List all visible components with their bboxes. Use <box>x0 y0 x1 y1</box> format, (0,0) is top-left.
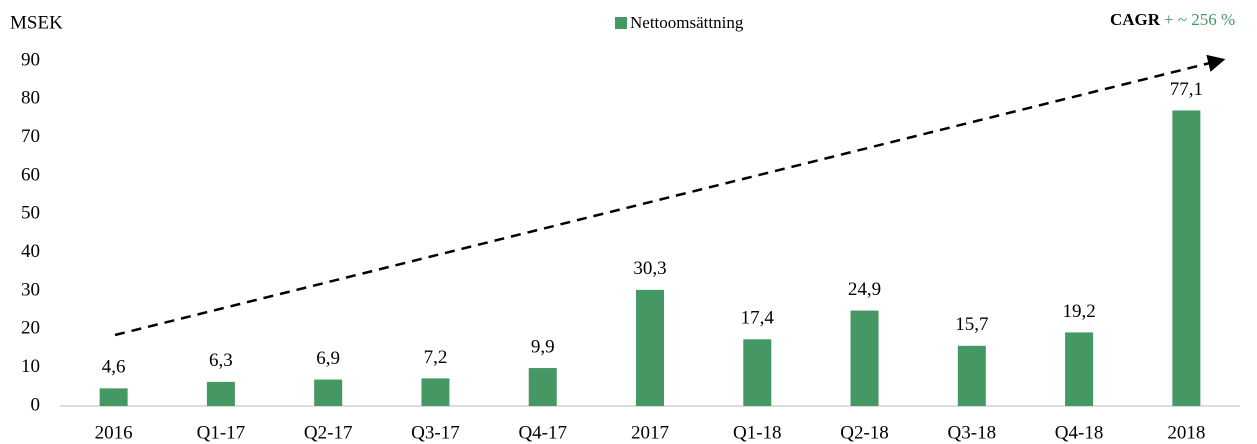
x-tick-label: Q3-18 <box>948 422 997 443</box>
y-tick-label: 60 <box>21 164 40 185</box>
y-tick-label: 90 <box>21 49 40 70</box>
y-tick-label: 40 <box>21 241 40 262</box>
bar <box>636 289 664 406</box>
bar <box>314 379 343 406</box>
y-tick-label: 0 <box>31 394 41 415</box>
value-label: 6,9 <box>316 348 340 369</box>
bar <box>1065 332 1094 406</box>
bar <box>1172 110 1201 406</box>
value-label: 77,1 <box>1170 79 1203 100</box>
value-label: 9,9 <box>531 336 555 357</box>
value-label: 19,2 <box>1062 301 1095 322</box>
x-tick-label: 2018 <box>1167 422 1205 443</box>
bar <box>528 368 557 406</box>
x-tick-label: Q2-18 <box>840 422 889 443</box>
bar <box>99 388 128 406</box>
y-tick-label: 10 <box>21 356 40 377</box>
annotation-bold: CAGR <box>1110 10 1161 29</box>
legend-swatch <box>615 17 627 29</box>
x-tick-label: Q4-17 <box>518 422 567 443</box>
x-tick-label: Q1-18 <box>733 422 782 443</box>
x-tick-label: 2017 <box>631 422 669 443</box>
value-label: 17,4 <box>741 308 775 329</box>
value-label: 7,2 <box>424 347 448 368</box>
value-label: 6,3 <box>209 350 233 371</box>
x-tick-label: Q2-17 <box>304 422 353 443</box>
x-tick-label: 2016 <box>95 422 133 443</box>
value-label: 30,3 <box>633 258 666 279</box>
x-tick-label: Q4-18 <box>1055 422 1104 443</box>
legend-label: Nettoomsättning <box>630 13 744 32</box>
value-label: 15,7 <box>955 314 988 335</box>
value-label: 24,9 <box>848 279 881 300</box>
x-tick-label: Q1-17 <box>197 422 246 443</box>
y-tick-label: 20 <box>21 318 40 339</box>
value-label: 4,6 <box>102 357 126 378</box>
bar <box>850 310 879 406</box>
y-tick-label: 70 <box>21 126 40 147</box>
y-tick-label: 80 <box>21 88 40 109</box>
bar <box>743 339 772 406</box>
y-tick-label: 30 <box>21 279 40 300</box>
bar <box>206 381 235 406</box>
bar <box>421 378 450 406</box>
bar <box>957 345 986 406</box>
trend-arrow <box>114 54 1226 337</box>
y-tick-label: 50 <box>21 203 40 224</box>
x-tick-label: Q3-17 <box>411 422 460 443</box>
y-axis-label: MSEK <box>10 12 63 33</box>
annotation-text: + ~ 256 % <box>1164 10 1235 29</box>
